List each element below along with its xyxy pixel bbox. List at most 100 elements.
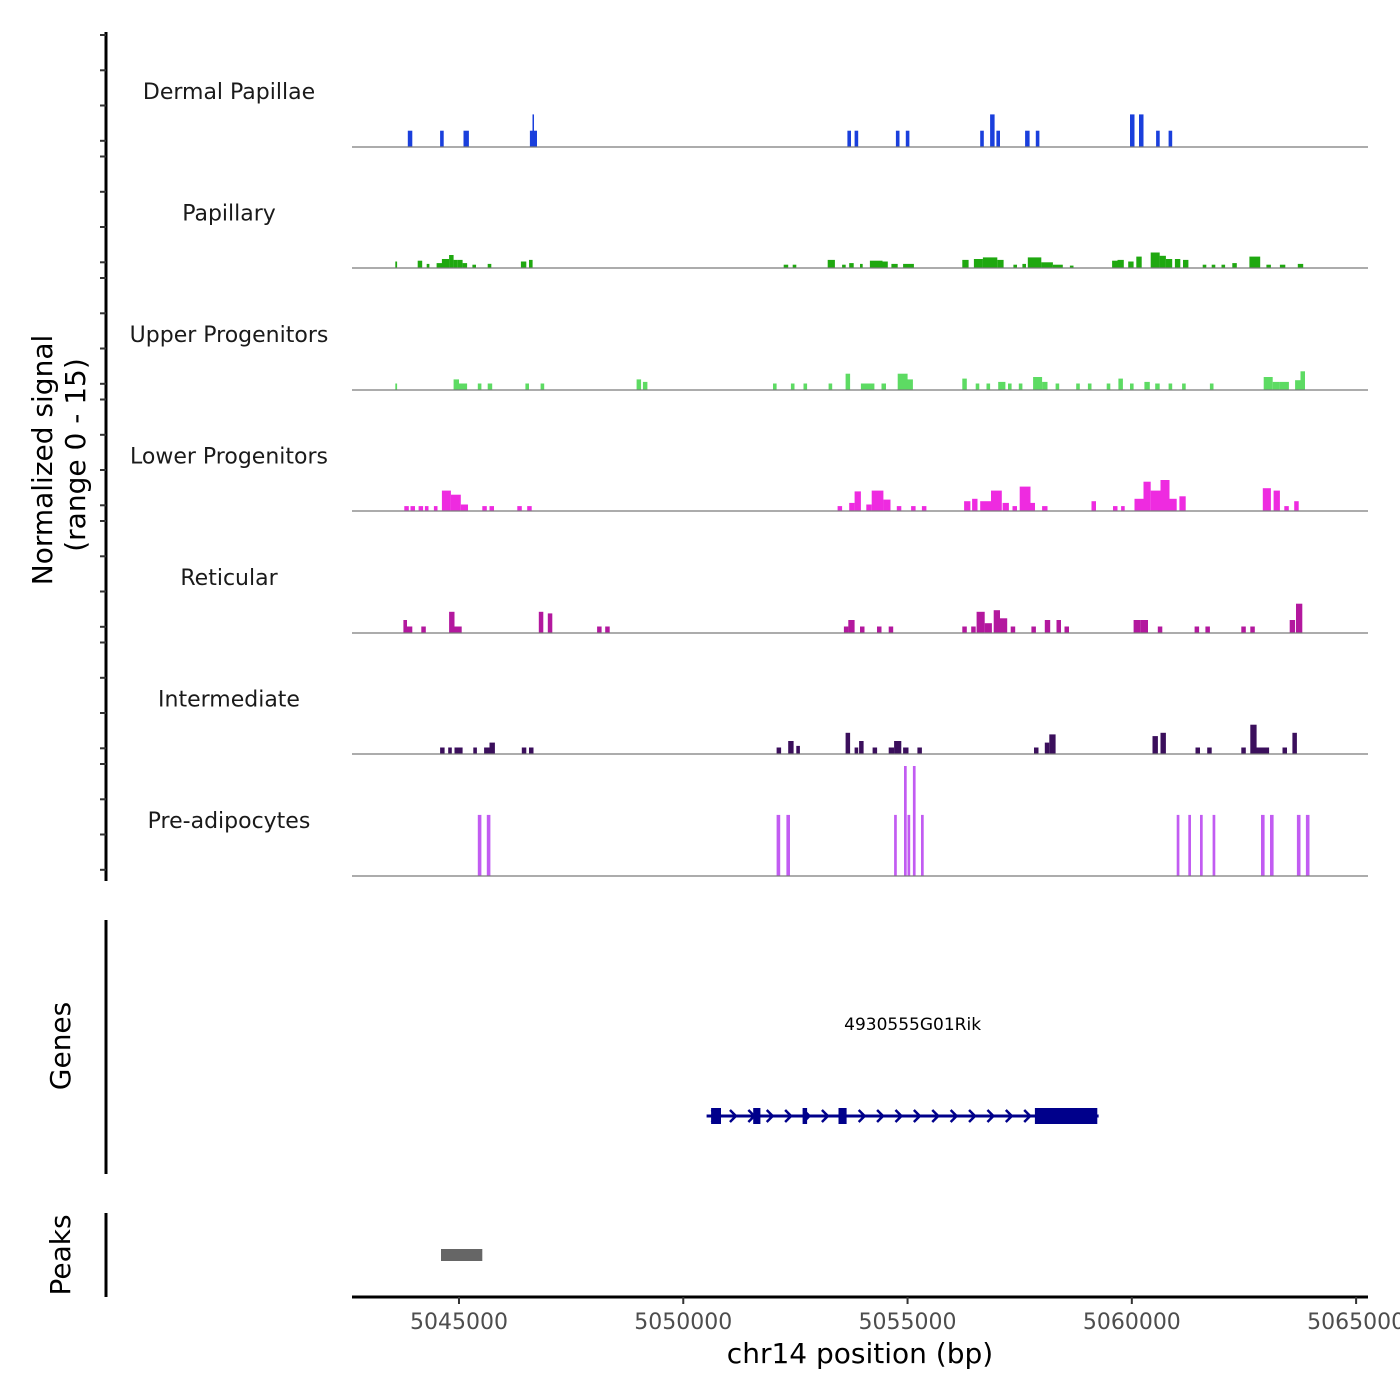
signal-segment [891,263,898,268]
signal-segment [441,490,451,511]
signal-segment [854,491,861,511]
y-axis-title-line-2: (range 0 - 15) [59,358,92,552]
signal-segment [1176,814,1180,876]
signal-segment [859,741,864,754]
signal-segment [1294,501,1299,511]
signal-segment [517,506,522,511]
signal-segment [521,747,527,754]
signal-segment [1249,256,1261,268]
peaks-panel [441,1249,483,1261]
signal-segment [866,504,872,511]
genes-panel: 4930555G01Rik [706,1015,1099,1124]
signal-segment [1284,506,1289,511]
signal-segment [1296,814,1301,876]
signal-segment [410,506,415,511]
signal-segment [1160,480,1170,511]
signal-segment [453,259,458,268]
signal-segment [1117,259,1124,268]
signal-segment [982,257,998,268]
signal-segment [888,626,894,633]
signal-segment [1044,742,1050,754]
signal-segment [1106,383,1111,390]
signal-segment [1087,383,1092,390]
signal-segment [991,490,1002,511]
signal-segment [1297,263,1304,268]
signal-segment [1008,383,1012,390]
signal-segment [1019,486,1031,511]
gene-exon [838,1108,847,1124]
genes-panel-label: Genes [44,1002,77,1090]
signal-segment [1031,626,1036,633]
signal-segment [482,506,487,511]
signal-segment [448,747,452,754]
signal-segment [1030,502,1035,511]
signal-segment [854,747,859,754]
signal-segment [1150,490,1161,511]
strand-arrow-icon [784,1109,793,1123]
signal-segment [636,379,642,390]
signal-segment [849,502,855,511]
signal-segment [877,626,882,633]
signal-segment [1273,490,1280,511]
signal-segment [905,130,910,147]
signal-segment [1112,260,1118,268]
signal-segment [395,261,398,268]
signal-segment [1232,263,1237,268]
signal-segment [773,383,777,390]
signal-segment [1168,130,1173,147]
signal-segment [487,383,493,390]
signal-segment [1160,732,1166,754]
signal-segment [453,379,459,390]
signal-segment [1263,377,1273,390]
signal-segment [454,626,462,633]
signal-segment [1064,626,1069,633]
signal-segment [1256,747,1270,754]
signal-segment [1295,380,1301,390]
signal-segment [1042,506,1048,511]
signal-segment [1133,620,1141,633]
signal-segment [894,814,897,876]
signal-segment [1025,130,1030,147]
signal-segment [527,506,532,511]
signal-segment [1155,383,1160,390]
track-papillary: Papillary [182,202,1368,269]
signal-segment [1262,488,1271,511]
signal-segment [842,264,846,268]
signal-segment [1052,264,1063,268]
track-upper-progenitors: Upper Progenitors [130,323,1368,391]
signal-segment [848,620,855,633]
signal-segment [1174,259,1181,268]
x-axis-tick-label: 5055000 [859,1310,957,1335]
signal-segment [489,742,495,754]
signal-segment [407,130,413,147]
signal-segment [888,747,895,754]
signal-segment [449,611,455,633]
x-axis-tick-label: 5065000 [1307,1310,1400,1335]
signal-segment [460,504,468,511]
signal-segment [1113,506,1118,511]
signal-segment [990,114,995,147]
signal-segment [786,814,790,876]
signal-segment [847,130,851,147]
signal-segment [1041,262,1053,268]
signal-segment [1076,383,1080,390]
signal-segment [837,506,843,511]
signal-segment [1194,626,1200,633]
signal-segment [1202,264,1207,268]
signal-segment [903,263,914,268]
signal-segment [907,379,913,390]
signal-segment [404,506,409,511]
signal-segment [883,499,891,511]
gene-name-label: 4930555G01Rik [844,1015,981,1035]
signal-segment [980,130,984,147]
signal-segment [1010,626,1016,633]
strand-arrow-icon [765,1109,775,1123]
signal-segment [792,264,797,268]
signal-segment [1188,814,1191,876]
signal-segment [529,259,533,268]
track-lower-progenitors: Lower Progenitors [130,445,1368,512]
signal-segment [907,814,911,876]
signal-segment [881,383,886,390]
signal-segment [433,506,438,511]
